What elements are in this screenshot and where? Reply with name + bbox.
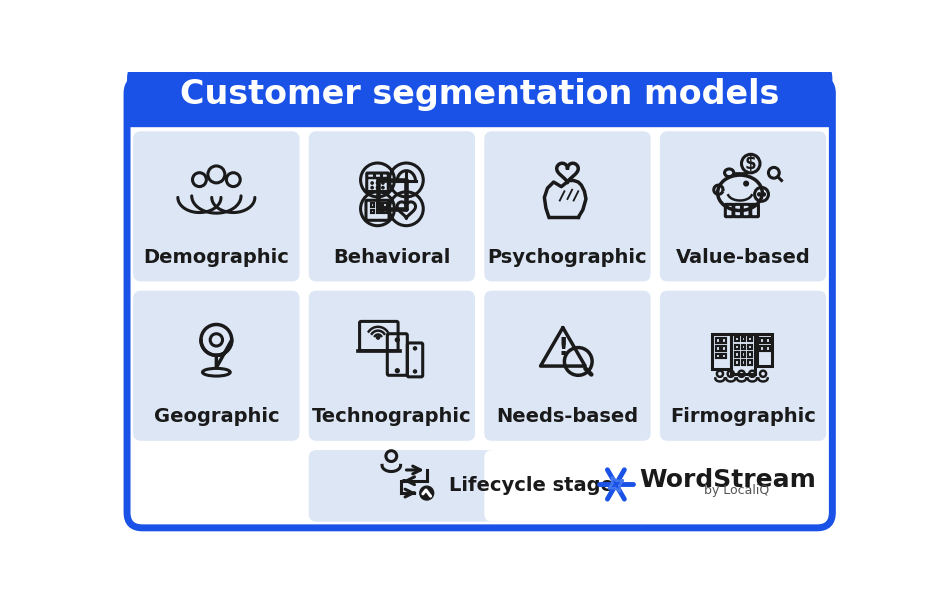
Text: Geographic: Geographic (154, 407, 279, 427)
Circle shape (395, 369, 400, 373)
Bar (383, 203, 387, 207)
Bar (741, 352, 745, 357)
Text: Psychographic: Psychographic (488, 248, 648, 267)
Bar (377, 203, 381, 207)
FancyBboxPatch shape (660, 290, 826, 441)
FancyBboxPatch shape (133, 131, 300, 281)
Bar (712, 334, 731, 369)
Bar (127, 110, 832, 126)
Bar (757, 334, 772, 366)
Text: Value-based: Value-based (676, 248, 811, 267)
Text: !: ! (557, 335, 568, 359)
Text: Behavioral: Behavioral (333, 248, 450, 267)
FancyBboxPatch shape (309, 450, 651, 521)
Bar (741, 344, 745, 349)
FancyBboxPatch shape (660, 131, 826, 281)
Bar (731, 334, 755, 374)
Bar (760, 346, 764, 350)
Circle shape (371, 182, 373, 184)
Bar (736, 360, 739, 365)
Circle shape (371, 187, 373, 189)
FancyBboxPatch shape (484, 290, 651, 441)
Text: Technographic: Technographic (312, 407, 472, 427)
Text: Demographic: Demographic (143, 248, 289, 267)
Text: Needs-based: Needs-based (496, 407, 638, 427)
Circle shape (382, 187, 384, 189)
Circle shape (414, 370, 417, 373)
Bar (723, 354, 726, 358)
Bar (767, 338, 770, 343)
Bar (716, 354, 720, 358)
Circle shape (395, 338, 400, 342)
Bar (748, 360, 752, 365)
Bar (741, 337, 745, 341)
Bar (716, 346, 720, 350)
Bar (760, 338, 764, 343)
Text: by LocaliQ: by LocaliQ (704, 484, 769, 497)
Bar (748, 344, 752, 349)
FancyBboxPatch shape (127, 63, 832, 126)
Text: Firmographic: Firmographic (670, 407, 816, 427)
Bar (723, 338, 726, 343)
Bar (736, 337, 739, 341)
Text: Lifecycle stage: Lifecycle stage (448, 476, 613, 496)
Text: $: $ (745, 155, 756, 173)
Bar (371, 209, 374, 214)
Circle shape (414, 347, 417, 350)
FancyBboxPatch shape (309, 131, 475, 281)
Bar (748, 352, 752, 357)
Bar (767, 346, 770, 350)
Bar (748, 337, 752, 341)
Bar (371, 203, 374, 207)
Circle shape (744, 181, 749, 186)
Bar (741, 360, 745, 365)
Bar (716, 338, 720, 343)
Bar (736, 344, 739, 349)
Circle shape (757, 193, 761, 196)
Bar (723, 346, 726, 350)
Bar (377, 209, 381, 214)
FancyBboxPatch shape (484, 131, 651, 281)
FancyBboxPatch shape (484, 450, 826, 521)
Circle shape (376, 336, 380, 339)
FancyBboxPatch shape (127, 78, 832, 528)
FancyBboxPatch shape (309, 290, 475, 441)
Circle shape (382, 182, 384, 184)
Bar (383, 209, 387, 214)
Circle shape (419, 486, 433, 500)
Text: WordStream: WordStream (639, 468, 816, 492)
FancyBboxPatch shape (133, 290, 300, 441)
Text: Customer segmentation models: Customer segmentation models (180, 78, 780, 111)
Circle shape (376, 187, 379, 189)
Circle shape (376, 182, 379, 184)
Circle shape (762, 193, 766, 196)
Bar (736, 352, 739, 357)
